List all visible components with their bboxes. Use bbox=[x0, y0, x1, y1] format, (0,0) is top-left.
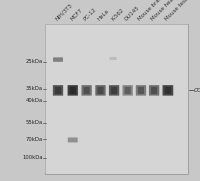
Text: PC-12: PC-12 bbox=[83, 7, 98, 22]
FancyBboxPatch shape bbox=[151, 87, 157, 94]
Text: HeLa: HeLa bbox=[97, 8, 110, 22]
Text: Mouse testis: Mouse testis bbox=[164, 0, 192, 22]
FancyBboxPatch shape bbox=[97, 87, 104, 94]
Text: 35kDa: 35kDa bbox=[26, 86, 43, 91]
FancyBboxPatch shape bbox=[84, 87, 90, 94]
FancyBboxPatch shape bbox=[70, 87, 76, 94]
Text: DU145: DU145 bbox=[124, 5, 141, 22]
FancyBboxPatch shape bbox=[111, 87, 117, 94]
FancyBboxPatch shape bbox=[125, 87, 131, 94]
Text: 25kDa: 25kDa bbox=[25, 59, 43, 64]
Bar bbox=[45, 24, 188, 173]
Text: 70kDa: 70kDa bbox=[25, 137, 43, 142]
Text: 55kDa: 55kDa bbox=[25, 120, 43, 125]
Text: COPS5: COPS5 bbox=[194, 88, 200, 93]
Text: Mouse heart: Mouse heart bbox=[151, 0, 178, 22]
Text: 40kDa: 40kDa bbox=[25, 98, 43, 103]
Bar bbox=[45, 24, 188, 174]
FancyBboxPatch shape bbox=[165, 87, 171, 94]
FancyBboxPatch shape bbox=[136, 85, 146, 96]
FancyBboxPatch shape bbox=[53, 57, 63, 62]
Text: 100kDa: 100kDa bbox=[22, 155, 43, 161]
Text: MCF7: MCF7 bbox=[69, 8, 83, 22]
FancyBboxPatch shape bbox=[123, 85, 133, 96]
Text: K-562: K-562 bbox=[111, 7, 125, 22]
FancyBboxPatch shape bbox=[109, 85, 119, 96]
Text: Mouse brain: Mouse brain bbox=[137, 0, 165, 22]
FancyBboxPatch shape bbox=[53, 85, 63, 96]
FancyBboxPatch shape bbox=[110, 57, 117, 60]
FancyBboxPatch shape bbox=[138, 87, 144, 94]
FancyBboxPatch shape bbox=[68, 85, 78, 96]
FancyBboxPatch shape bbox=[68, 138, 78, 142]
Text: NIH/3T3: NIH/3T3 bbox=[54, 3, 74, 22]
FancyBboxPatch shape bbox=[163, 85, 173, 96]
FancyBboxPatch shape bbox=[81, 85, 92, 96]
FancyBboxPatch shape bbox=[149, 85, 159, 96]
FancyBboxPatch shape bbox=[55, 87, 61, 94]
FancyBboxPatch shape bbox=[95, 85, 106, 96]
